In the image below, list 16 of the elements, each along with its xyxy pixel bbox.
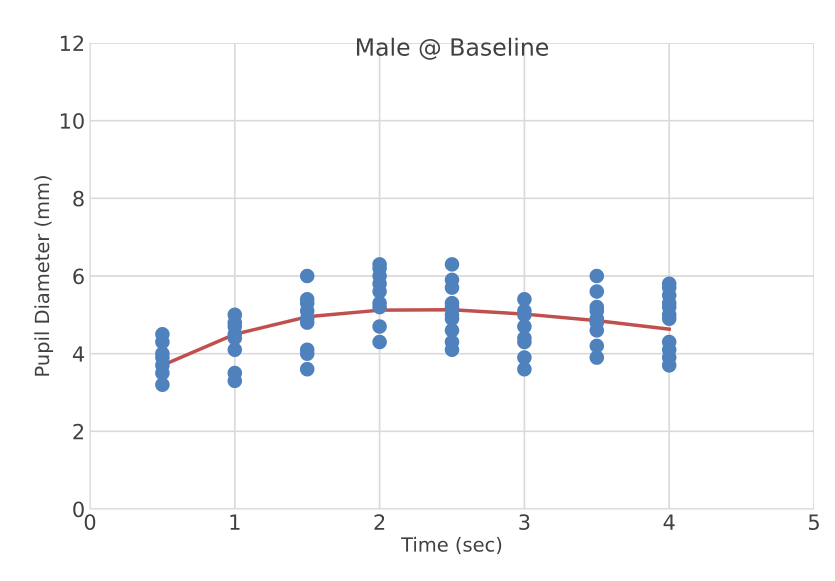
y-tick-label: 6 — [73, 268, 84, 284]
x-tick-label: 2 — [374, 514, 384, 530]
y-tick-label: 10 — [60, 113, 84, 129]
x-tick-label: 3 — [519, 514, 530, 530]
y-tick-label: 4 — [72, 346, 84, 362]
y-tick-label: 8 — [73, 190, 84, 207]
x-tick-label: 1 — [230, 514, 240, 530]
y-tick-label: 2 — [73, 424, 84, 440]
y-tick-label: 12 — [60, 35, 84, 51]
y-tick-label: 0 — [73, 501, 84, 518]
chart-title: Male @ Baseline — [356, 38, 548, 60]
x-axis-title: Time (sec) — [401, 536, 502, 554]
x-tick-label: 4 — [664, 514, 675, 530]
y-axis-title: Pupil Diameter (mm) — [34, 176, 54, 376]
x-tick-label: 5 — [808, 514, 819, 530]
x-tick-label: 0 — [84, 514, 96, 530]
